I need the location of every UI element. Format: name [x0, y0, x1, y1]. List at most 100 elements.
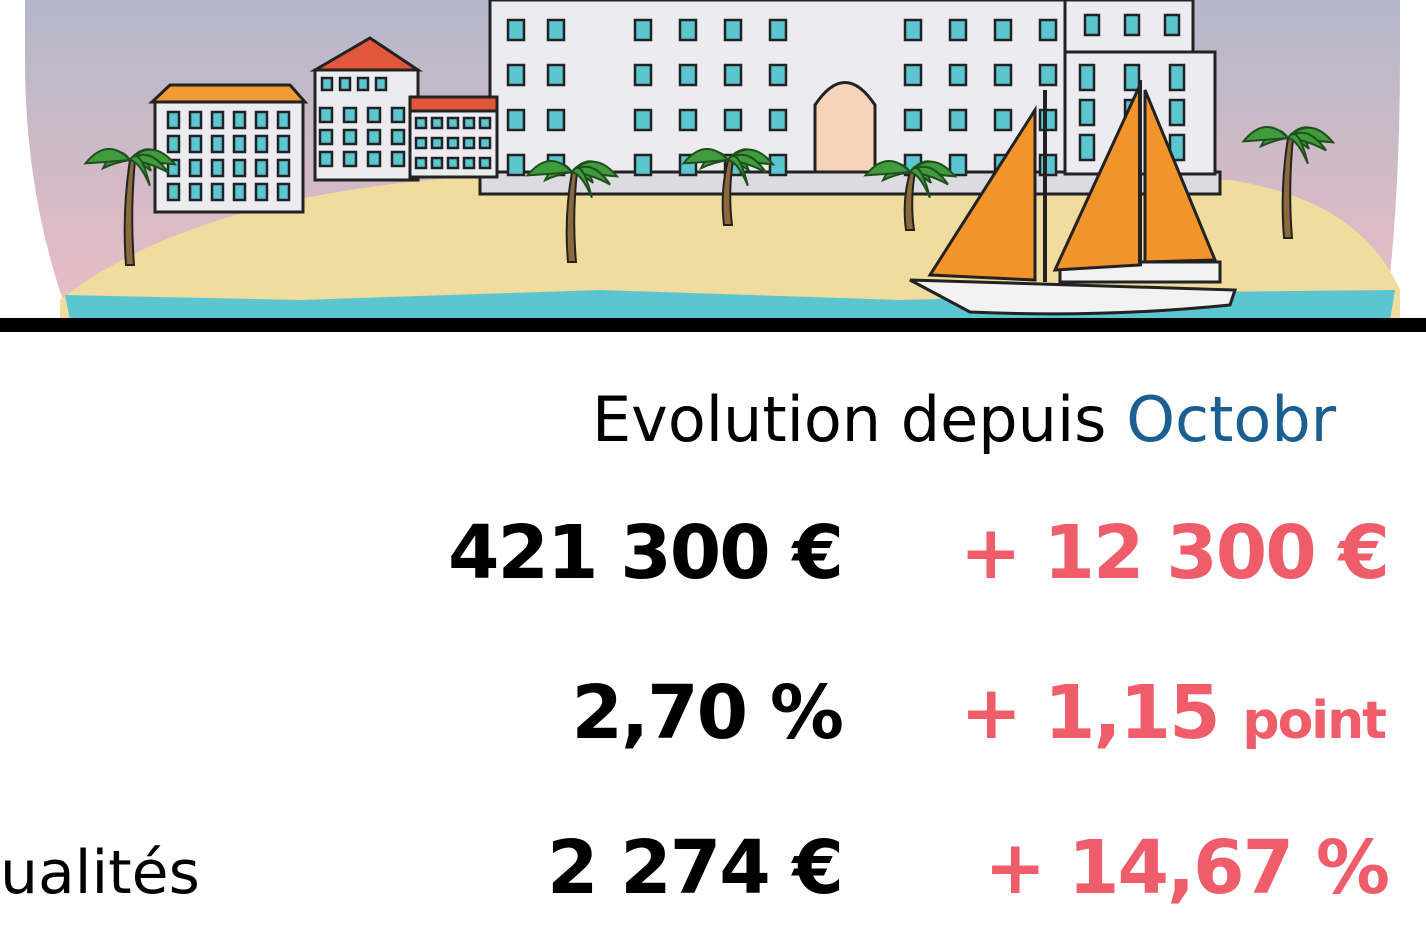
window	[678, 18, 698, 42]
window	[318, 106, 334, 124]
window	[546, 18, 566, 42]
door	[813, 81, 877, 174]
change-unit: point	[1242, 691, 1386, 751]
sail	[927, 104, 1037, 282]
window	[993, 108, 1013, 132]
window	[318, 150, 334, 168]
window	[633, 153, 653, 177]
window	[478, 116, 492, 130]
divider	[0, 318, 1426, 332]
window	[366, 150, 382, 168]
window	[462, 116, 476, 130]
window	[254, 158, 269, 178]
roof	[148, 83, 309, 104]
window	[1038, 63, 1058, 87]
palm-leaf	[1286, 132, 1309, 165]
change-number: + 1,15	[960, 670, 1218, 756]
window	[430, 116, 444, 130]
window	[356, 76, 370, 92]
window	[276, 134, 291, 154]
window	[462, 156, 476, 170]
window	[342, 128, 358, 146]
value: 2 274 €	[547, 825, 842, 911]
window	[1083, 13, 1101, 37]
window	[366, 128, 382, 146]
roof	[408, 95, 499, 113]
window	[430, 136, 444, 150]
window	[633, 63, 653, 87]
window	[414, 136, 428, 150]
window	[678, 63, 698, 87]
window	[446, 156, 460, 170]
window	[768, 63, 788, 87]
window	[188, 134, 203, 154]
palm-leaf	[1241, 126, 1291, 143]
window	[188, 110, 203, 130]
window	[320, 76, 334, 92]
window	[430, 156, 444, 170]
window	[723, 63, 743, 87]
window	[478, 136, 492, 150]
window	[188, 182, 203, 202]
window	[366, 106, 382, 124]
value: 421 300 €	[448, 510, 842, 596]
palm-leaf	[681, 148, 731, 165]
window	[1123, 63, 1141, 92]
window	[678, 108, 698, 132]
window	[1038, 18, 1058, 42]
window	[1078, 63, 1096, 92]
window	[276, 110, 291, 130]
change: + 1,15 point	[960, 670, 1386, 756]
window	[633, 18, 653, 42]
window	[462, 136, 476, 150]
window	[232, 158, 247, 178]
window	[723, 108, 743, 132]
window	[948, 63, 968, 87]
window	[993, 63, 1013, 87]
window	[948, 108, 968, 132]
value: 2,70 %	[572, 670, 843, 756]
palm-leaf	[570, 166, 593, 199]
window	[948, 153, 968, 177]
window	[390, 128, 406, 146]
window	[1168, 98, 1186, 127]
window	[166, 110, 181, 130]
palm-leaf	[128, 154, 151, 187]
window	[342, 106, 358, 124]
window	[338, 76, 352, 92]
window	[1038, 153, 1058, 177]
hull	[909, 278, 1238, 316]
palm-leaf	[908, 166, 931, 199]
window	[1038, 108, 1058, 132]
window	[993, 18, 1013, 42]
window	[903, 108, 923, 132]
window	[254, 182, 269, 202]
window	[276, 158, 291, 178]
row-label: ualités	[0, 838, 200, 908]
window	[506, 18, 526, 42]
window	[478, 156, 492, 170]
window	[232, 134, 247, 154]
header-highlight: Octobr	[1126, 383, 1336, 456]
window	[1078, 98, 1096, 127]
window	[723, 18, 743, 42]
illustration	[25, 0, 1400, 320]
window	[188, 158, 203, 178]
window	[1168, 63, 1186, 92]
window	[546, 63, 566, 87]
window	[546, 108, 566, 132]
window	[210, 158, 225, 178]
window	[1078, 133, 1096, 162]
palm-leaf	[525, 160, 575, 177]
window	[166, 158, 181, 178]
window	[446, 136, 460, 150]
window	[232, 110, 247, 130]
change: + 14,67 %	[984, 825, 1388, 911]
window	[506, 108, 526, 132]
palms	[83, 126, 1336, 266]
window	[254, 134, 269, 154]
window	[210, 182, 225, 202]
window	[318, 128, 334, 146]
window	[210, 134, 225, 154]
